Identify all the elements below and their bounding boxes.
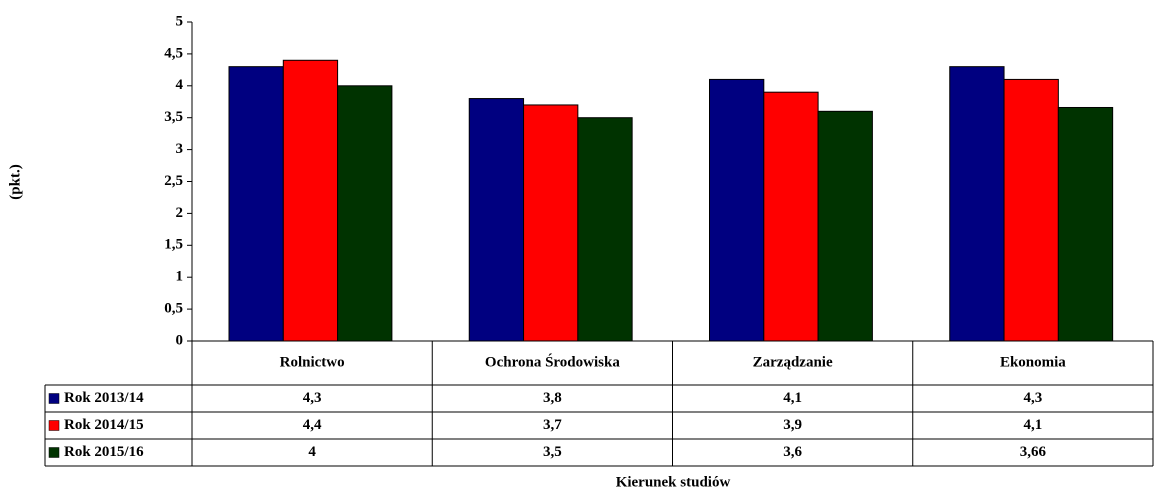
x-tick-label: Zarządzanie xyxy=(753,354,833,370)
data-label: 4 xyxy=(308,444,316,460)
x-tick-label: Rolnictwo xyxy=(280,354,345,370)
legend-swatch xyxy=(48,420,60,431)
legend-label: Rok 2014/15 xyxy=(64,417,144,433)
legend-swatch xyxy=(48,393,60,404)
data-label: 3,9 xyxy=(783,417,802,433)
x-tick-label: Ekonomia xyxy=(1000,354,1066,370)
y-tick-label: 0 xyxy=(176,332,184,348)
data-label: 3,7 xyxy=(543,417,562,433)
y-tick-label: 1,5 xyxy=(164,237,183,253)
y-tick-label: 1 xyxy=(176,269,184,285)
bar xyxy=(577,117,633,342)
data-label: 3,66 xyxy=(1020,444,1047,460)
x-axis-title: Kierunek studiów xyxy=(616,474,731,490)
y-axis-title: (pkt.) xyxy=(7,164,23,199)
legend-label: Rok 2013/14 xyxy=(64,390,144,406)
bar xyxy=(468,98,525,342)
y-tick-label: 3 xyxy=(176,141,184,157)
legend-label: Rok 2015/16 xyxy=(64,444,144,460)
data-label: 3,6 xyxy=(783,444,802,460)
bar xyxy=(763,91,819,342)
legend-swatch xyxy=(48,447,60,458)
y-tick-label: 3,5 xyxy=(164,109,183,125)
data-label: 4,3 xyxy=(1024,390,1043,406)
bar xyxy=(228,66,284,342)
y-tick-label: 2 xyxy=(176,205,184,221)
y-tick-label: 0,5 xyxy=(164,301,183,317)
y-tick-label: 4,5 xyxy=(164,45,183,61)
bar xyxy=(282,59,339,342)
bar xyxy=(949,66,1005,342)
bar xyxy=(1057,106,1114,342)
bar xyxy=(337,85,393,342)
bar xyxy=(709,78,765,342)
bar xyxy=(523,104,579,342)
data-label: 4,3 xyxy=(303,390,322,406)
bar xyxy=(817,110,873,342)
bar xyxy=(1003,78,1059,342)
y-tick-label: 5 xyxy=(176,13,184,29)
data-label: 3,8 xyxy=(543,390,562,406)
y-tick-label: 4 xyxy=(176,77,184,93)
data-label: 4,1 xyxy=(1024,417,1043,433)
x-tick-label: Ochrona Środowiska xyxy=(485,353,620,370)
data-label: 4,1 xyxy=(783,390,802,406)
data-label: 4,4 xyxy=(303,417,322,433)
y-tick-label: 2,5 xyxy=(164,173,183,189)
data-label: 3,5 xyxy=(543,444,562,460)
